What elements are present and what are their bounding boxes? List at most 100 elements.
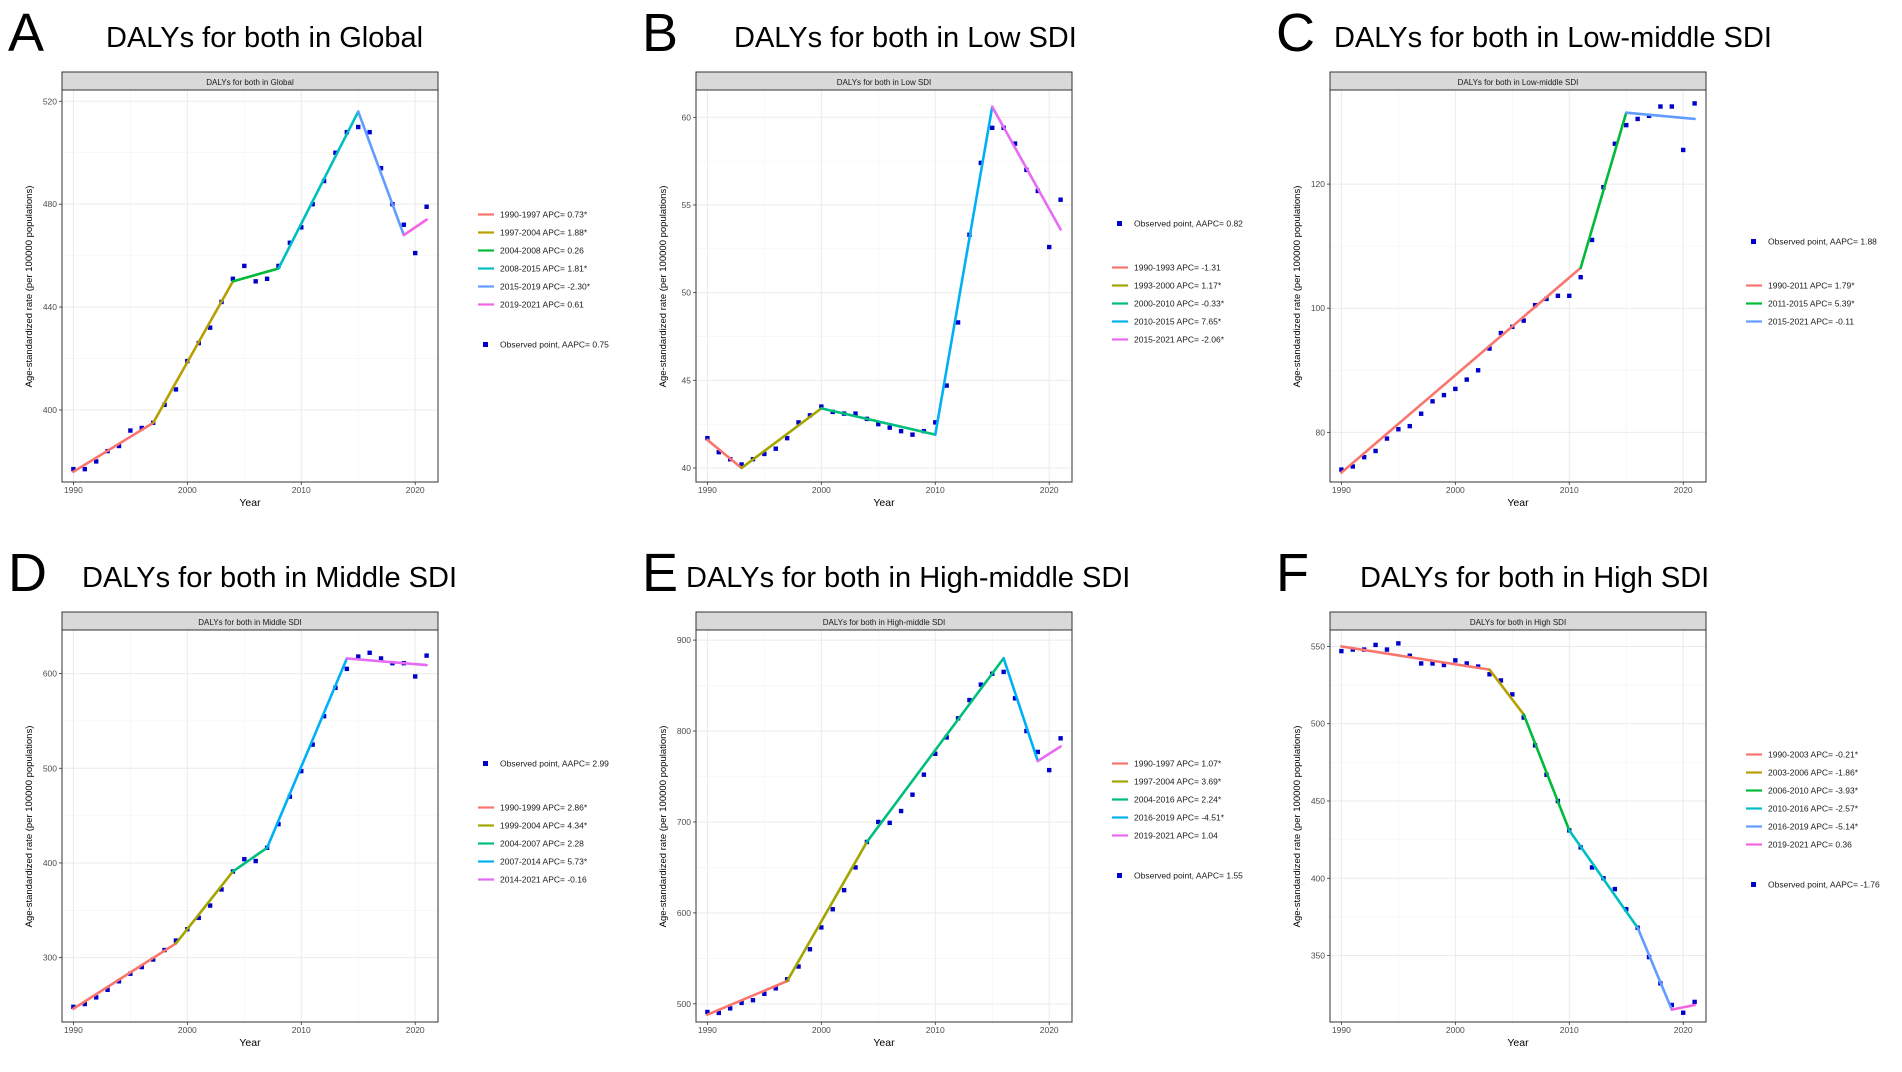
x-tick-label: 2000 [1446, 1025, 1465, 1035]
x-axis-title: Year [873, 497, 895, 509]
y-tick-label: 60 [682, 112, 692, 122]
observed-point [990, 125, 995, 131]
observed-point [71, 1004, 76, 1010]
observed-point [955, 320, 961, 325]
observed-point [796, 420, 801, 425]
observed-point [1498, 678, 1504, 683]
observed-point [276, 821, 281, 827]
x-tick-label: 1990 [64, 485, 83, 495]
observed-point [727, 1006, 733, 1011]
trend-segment [1567, 829, 1639, 930]
observed-point [287, 240, 293, 245]
y-axis-title: Age-standardized rate (per 100000 popula… [658, 726, 669, 928]
observed-point [978, 682, 984, 687]
y-tick-label: 800 [677, 726, 691, 736]
legend-label: 2019-2021 APC= 1.04 [1134, 831, 1218, 841]
observed-point [876, 421, 881, 427]
legend-label: 2016-2019 APC= -4.51* [1134, 813, 1225, 823]
observed-point [739, 462, 744, 467]
plot-border [695, 89, 1073, 483]
trend-segment [151, 280, 235, 425]
trend-segment [1636, 926, 1674, 1011]
observed-point [1396, 427, 1401, 432]
observed-point [1035, 749, 1041, 755]
observed-point [1532, 302, 1538, 308]
facet-strip-label: DALYs for both in Middle SDI [198, 618, 301, 627]
observed-point [424, 204, 429, 209]
trend-segment [231, 846, 269, 873]
x-axis-title: Year [239, 497, 261, 509]
observed-point [1430, 399, 1435, 404]
observed-point [424, 653, 429, 658]
y-axis-title: Age-standardized rate (per 100000 popula… [24, 726, 35, 928]
observed-point [1578, 274, 1583, 280]
observed-point [299, 768, 304, 774]
trend-segment [174, 870, 235, 945]
observed-point [356, 124, 361, 130]
y-tick-label: 500 [677, 999, 691, 1009]
observed-point [196, 915, 201, 921]
observed-point [887, 425, 892, 430]
observed-point [1555, 293, 1561, 299]
observed-point [1453, 658, 1458, 663]
legend-label: 2015-2021 APC= -0.11 [1768, 317, 1854, 327]
x-tick-label: 2010 [292, 485, 311, 495]
trend-segment [1579, 111, 1628, 270]
y-tick-label: 600 [677, 908, 691, 918]
legend-label: 2019-2021 APC= 0.61 [500, 300, 584, 310]
observed-point [1350, 464, 1355, 469]
plot-background [1330, 630, 1706, 1022]
trend-segment [706, 438, 743, 470]
chart-plot: DALYs for both in Low SDI 1990 2000 2010 202… [658, 71, 1243, 509]
observed-point [898, 808, 904, 814]
observed-point [921, 772, 927, 777]
chart-plot: DALYs for both in High-middle SDI 1990 200… [658, 611, 1243, 1049]
y-tick-label: 480 [43, 199, 57, 209]
observed-point [853, 411, 858, 416]
y-tick-label: 100 [1311, 303, 1325, 313]
observed-point [1407, 653, 1412, 658]
observed-point [1475, 368, 1481, 373]
observed-point [1441, 662, 1447, 668]
observed-point [819, 925, 824, 930]
trend-segment [865, 656, 1005, 844]
legend-label: 2006-2010 APC= -3.93* [1768, 786, 1859, 796]
observed-point [310, 201, 315, 207]
observed-point [887, 820, 892, 826]
plot-background [696, 630, 1072, 1022]
y-tick-label: 440 [43, 302, 57, 312]
observed-point [796, 964, 801, 969]
observed-point [344, 666, 350, 672]
observed-point [1012, 696, 1018, 701]
observed-point [705, 1009, 710, 1015]
x-tick-label: 2010 [292, 1025, 311, 1035]
observed-point [1521, 318, 1526, 323]
observed-point [71, 466, 76, 472]
legend-label: 2011-2015 APC= 5.39* [1768, 299, 1855, 309]
y-tick-label: 80 [1316, 427, 1326, 437]
y-tick-label: 350 [1311, 951, 1325, 961]
trend-segment [231, 267, 280, 283]
observed-point [1012, 141, 1018, 146]
observed-point [93, 459, 99, 464]
observed-point [773, 446, 778, 451]
observed-point [1464, 377, 1469, 382]
panel-letter: C [1276, 3, 1315, 63]
chart-plot: DALYs for both in High SDI 1990 2000 2010 20… [1292, 611, 1880, 1049]
trend-segment [1488, 668, 1525, 716]
facet-strip-label: DALYs for both in High-middle SDI [823, 618, 946, 627]
trend-segment [820, 407, 937, 436]
observed-point [1373, 448, 1378, 454]
observed-point [116, 979, 122, 984]
y-tick-label: 120 [1311, 179, 1325, 189]
chart-panel-c: C DALYs for both in Low-middle SDI DALYs f… [1268, 0, 1902, 532]
y-tick-label: 50 [682, 288, 692, 298]
observed-point [933, 420, 938, 425]
observed-point [378, 656, 384, 661]
x-tick-label: 2000 [1446, 485, 1465, 495]
observed-point [841, 887, 847, 893]
observed-point [762, 451, 767, 457]
observed-point [898, 428, 904, 434]
legend-label: 1990-2011 APC= 1.79* [1768, 281, 1855, 291]
observed-point [82, 1001, 87, 1007]
